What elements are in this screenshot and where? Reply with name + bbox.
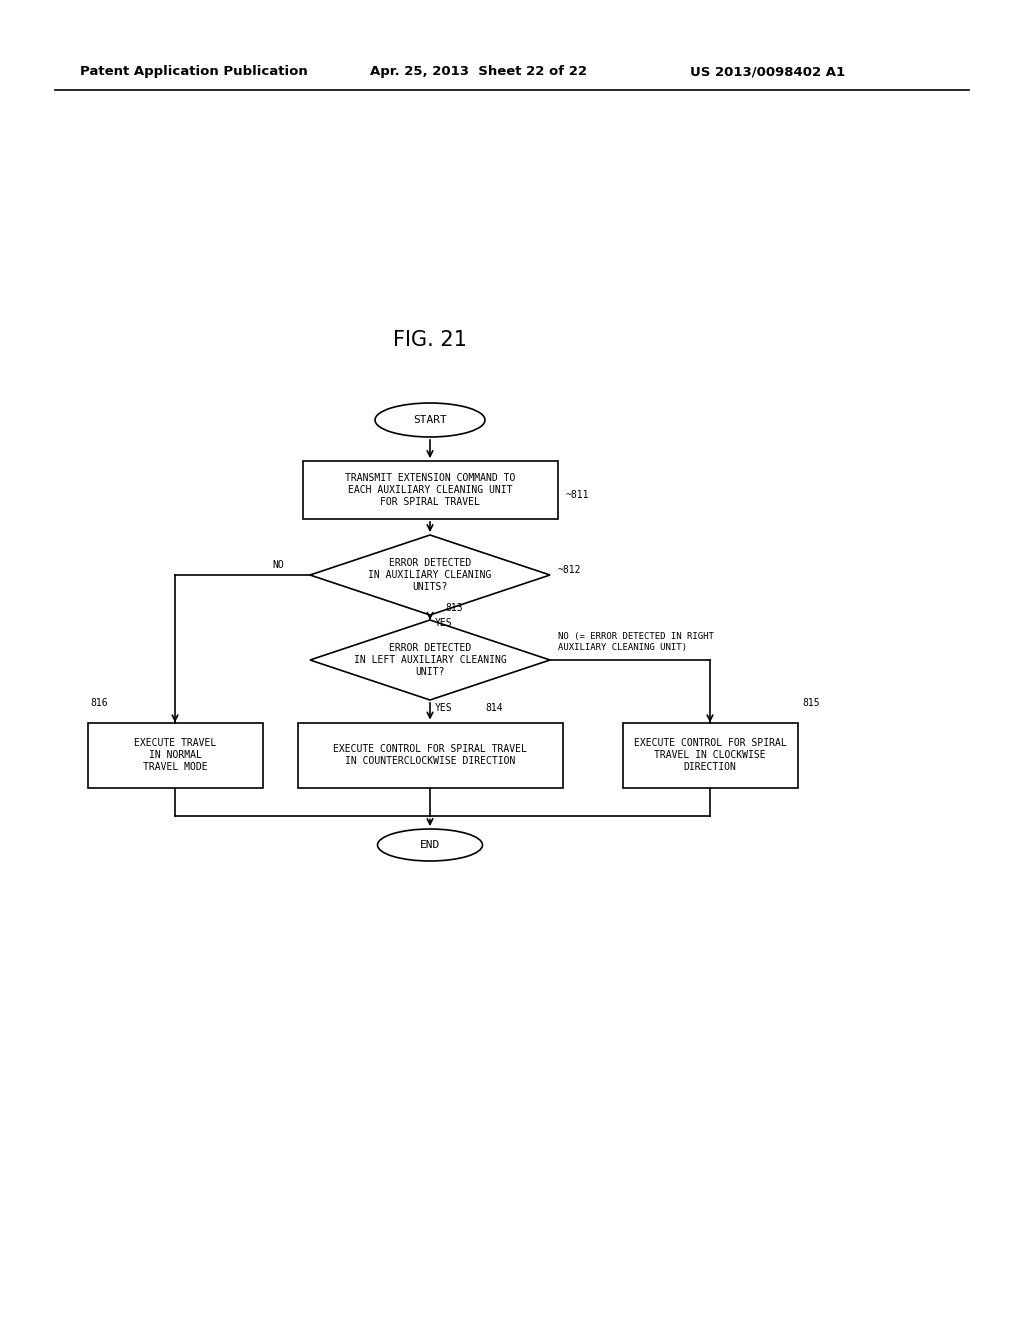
Text: END: END xyxy=(420,840,440,850)
Text: START: START xyxy=(413,414,446,425)
Text: ERROR DETECTED
IN AUXILIARY CLEANING
UNITS?: ERROR DETECTED IN AUXILIARY CLEANING UNI… xyxy=(369,558,492,591)
Text: ERROR DETECTED
IN LEFT AUXILIARY CLEANING
UNIT?: ERROR DETECTED IN LEFT AUXILIARY CLEANIN… xyxy=(353,643,507,677)
Text: FIG. 21: FIG. 21 xyxy=(393,330,467,350)
Text: EXECUTE CONTROL FOR SPIRAL
TRAVEL IN CLOCKWISE
DIRECTION: EXECUTE CONTROL FOR SPIRAL TRAVEL IN CLO… xyxy=(634,738,786,772)
Bar xyxy=(623,722,798,788)
Text: ~811: ~811 xyxy=(565,490,589,500)
Text: ~812: ~812 xyxy=(558,565,582,576)
Bar xyxy=(87,722,262,788)
Text: YES: YES xyxy=(435,704,453,713)
Text: Patent Application Publication: Patent Application Publication xyxy=(80,66,308,78)
Bar xyxy=(298,722,562,788)
Text: 813: 813 xyxy=(445,603,463,612)
Text: EXECUTE CONTROL FOR SPIRAL TRAVEL
IN COUNTERCLOCKWISE DIRECTION: EXECUTE CONTROL FOR SPIRAL TRAVEL IN COU… xyxy=(333,744,527,766)
Text: Apr. 25, 2013  Sheet 22 of 22: Apr. 25, 2013 Sheet 22 of 22 xyxy=(370,66,587,78)
Text: 814: 814 xyxy=(485,704,503,713)
Text: NO (= ERROR DETECTED IN RIGHT
AUXILIARY CLEANING UNIT): NO (= ERROR DETECTED IN RIGHT AUXILIARY … xyxy=(558,632,714,652)
Text: NO: NO xyxy=(272,560,284,570)
Text: 816: 816 xyxy=(90,697,109,708)
Text: EXECUTE TRAVEL
IN NORMAL
TRAVEL MODE: EXECUTE TRAVEL IN NORMAL TRAVEL MODE xyxy=(134,738,216,772)
Text: YES: YES xyxy=(435,618,453,628)
Text: 815: 815 xyxy=(803,697,820,708)
Text: TRANSMIT EXTENSION COMMAND TO
EACH AUXILIARY CLEANING UNIT
FOR SPIRAL TRAVEL: TRANSMIT EXTENSION COMMAND TO EACH AUXIL… xyxy=(345,474,515,507)
Text: US 2013/0098402 A1: US 2013/0098402 A1 xyxy=(690,66,845,78)
Bar xyxy=(302,461,557,519)
